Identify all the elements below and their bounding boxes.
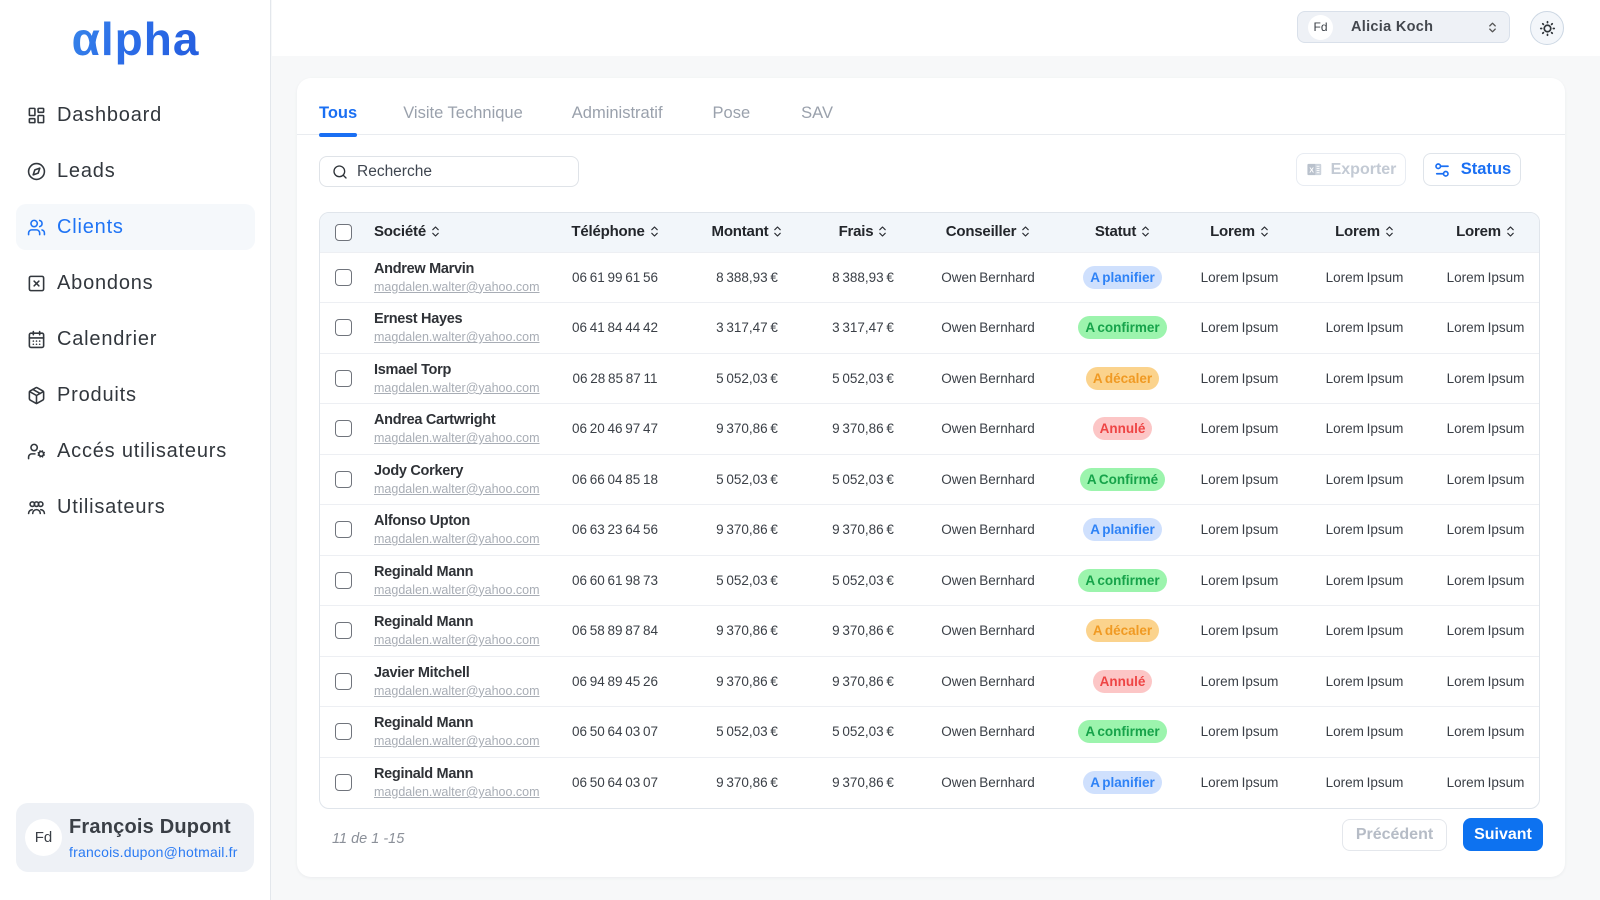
svg-text:X: X	[1309, 166, 1314, 174]
